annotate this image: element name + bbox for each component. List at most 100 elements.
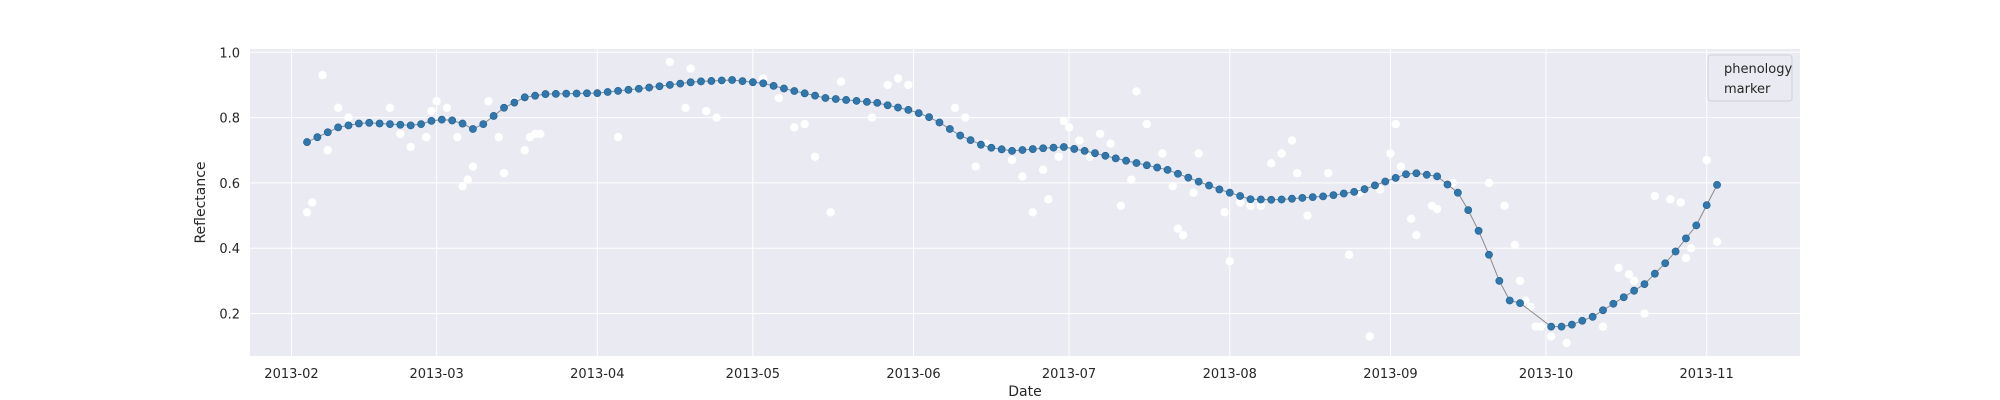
smoothed-point [945,125,954,133]
raw-point [836,77,846,86]
smoothed-point [935,118,944,127]
raw-point [463,175,472,184]
smoothed-point [1308,193,1317,202]
smoothed-point [914,109,923,117]
smoothed-point [904,105,913,114]
raw-point [453,132,462,142]
y-tick-label: 0.4 [219,242,240,257]
smoothed-point [1630,286,1639,295]
smoothed-point [572,89,581,98]
raw-point [494,132,504,142]
smoothed-point [676,79,685,88]
raw-point [1686,244,1696,253]
smoothed-point [541,90,550,98]
smoothed-point [1319,192,1327,201]
smoothed-point [717,76,726,85]
smoothed-point [842,96,851,104]
smoothed-point [1153,163,1162,172]
smoothed-point [1008,146,1016,155]
smoothed-point [769,82,778,90]
raw-point [406,142,415,152]
raw-point [1127,175,1136,184]
raw-point [1412,230,1421,240]
raw-point [1681,253,1691,263]
smoothed-point [1225,188,1234,197]
raw-point [1028,208,1037,217]
smoothed-point [334,123,343,132]
plot-background [250,49,1800,356]
raw-point [1044,195,1053,204]
raw-point [1235,198,1245,207]
smoothed-points-layer [303,76,1721,331]
smoothed-point [1381,177,1390,186]
smoothed-point [1422,170,1431,179]
smoothed-point [997,145,1006,154]
x-tick-label: 2013-05 [726,367,780,382]
smoothed-point [894,103,902,112]
smoothed-point [1329,191,1338,200]
raw-point [396,129,405,139]
raw-point [790,123,799,132]
smoothed-point [645,83,654,92]
smoothed-point [1360,185,1369,194]
raw-point [1246,201,1255,210]
raw-point [1666,195,1675,204]
raw-point [318,70,327,80]
x-tick-label: 2013-09 [1363,367,1417,382]
smoothed-point [1453,188,1462,197]
raw-point [686,64,695,73]
raw-point [385,103,395,112]
raw-point [1178,230,1188,240]
smoothed-point [427,116,436,125]
raw-point [468,162,478,171]
smoothed-point [1070,145,1079,153]
smoothed-point [1599,306,1607,315]
smoothed-point [344,121,353,130]
raw-point [1650,191,1660,201]
raw-point [1614,263,1623,273]
smoothed-point [852,97,861,105]
smoothed-point [614,87,622,95]
smoothed-point [417,120,425,129]
legend: phenology marker [1707,54,1793,102]
smoothed-point [365,118,374,127]
y-tick-label: 0.2 [219,308,240,323]
smoothed-point [1132,159,1141,167]
smoothed-point [1640,280,1649,289]
smoothed-point [634,84,643,93]
raw-point [427,106,436,116]
smoothed-point [489,112,498,120]
raw-point [1287,136,1297,145]
smoothed-point [956,131,965,140]
raw-point [302,208,312,217]
raw-point [442,103,452,112]
smoothed-point [1702,201,1711,210]
raw-point [883,80,892,90]
raw-point [1116,201,1126,210]
smoothed-point [831,95,840,103]
smoothed-point [780,84,788,93]
raw-point [613,132,623,142]
x-tick-label: 2013-10 [1519,367,1573,382]
raw-point [893,74,903,83]
smoothed-point [1049,143,1058,152]
smoothed-point [1277,195,1286,204]
raw-point [1095,129,1105,139]
smoothed-point [1288,194,1296,203]
smoothed-point [748,78,757,87]
raw-point [1277,149,1286,158]
smoothed-point [583,89,591,98]
smoothed-point [603,88,612,96]
smoothed-point [1215,185,1224,194]
raw-point [422,132,431,142]
smoothed-point [800,89,809,98]
smoothed-point [1505,296,1514,305]
smoothed-point [686,78,695,87]
smoothed-point [966,136,975,145]
smoothed-point [406,121,415,130]
raw-point [1624,270,1634,279]
smoothed-point [354,119,363,128]
raw-point [961,113,970,122]
smoothed-point [1339,189,1348,198]
raw-point [499,168,509,178]
